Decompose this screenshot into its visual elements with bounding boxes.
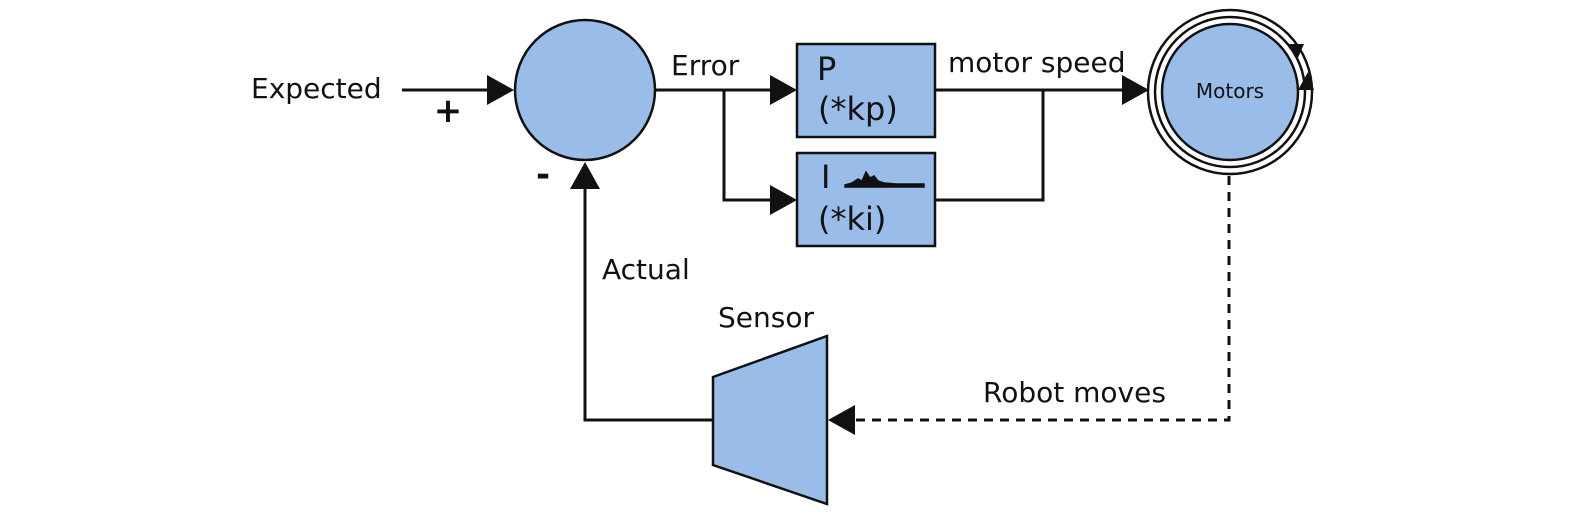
motor-speed-arrowhead (1122, 75, 1149, 105)
integral-sketch-icon (844, 170, 925, 188)
expected-arrowhead (487, 75, 514, 105)
summing-junction (513, 18, 657, 162)
motors-middle-ring (1153, 15, 1307, 169)
actual-label: Actual (602, 253, 690, 286)
p-block (795, 42, 937, 139)
rotation-arrowhead-bottom (1298, 72, 1314, 90)
i-block-title: I (821, 158, 830, 196)
error-branch-line (722, 90, 770, 202)
expected-label: Expected (251, 72, 382, 105)
rotation-arrowhead-top (1288, 44, 1304, 60)
error-to-i-arrowhead (770, 185, 797, 215)
i-block (795, 151, 937, 248)
p-block-gain: (*kp) (818, 90, 898, 128)
minus-sign: - (536, 155, 550, 195)
motors-outer-ring (1146, 8, 1314, 176)
i-block-gain: (*ki) (818, 200, 886, 238)
motor-speed-label: motor speed (948, 46, 1126, 79)
motors-label: Motors (1196, 79, 1264, 103)
i-output-line (935, 90, 1045, 202)
robot-moves-dashed-line (856, 176, 1231, 422)
actual-feedback-line (583, 188, 713, 422)
robot-moves-arrowhead (828, 405, 855, 435)
sensor-block (711, 334, 829, 506)
error-to-p-arrowhead (770, 75, 797, 105)
motors-block (1160, 22, 1300, 162)
sensor-label: Sensor (718, 301, 814, 334)
actual-arrowhead (570, 162, 600, 189)
robot-moves-label: Robot moves (983, 376, 1166, 409)
error-label: Error (671, 49, 740, 82)
p-block-title: P (817, 50, 836, 88)
plus-sign: + (434, 91, 463, 131)
